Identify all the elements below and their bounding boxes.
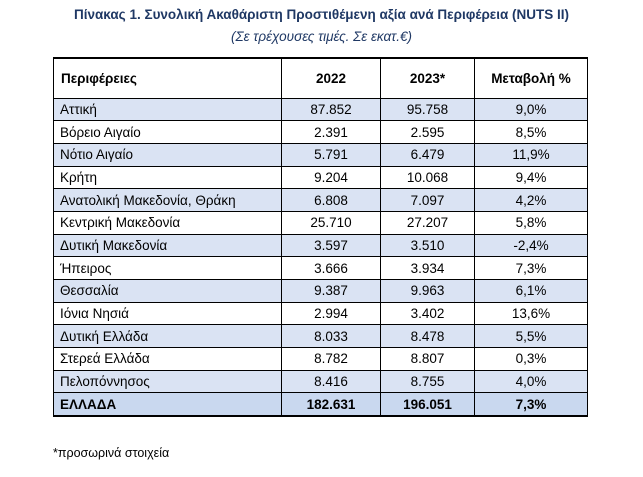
footnote: *προσωρινά στοιχεία [53,446,170,460]
total-row: ΕΛΛΑΔΑ 182.631 196.051 7,3% [53,392,588,417]
value-2022-cell: 9.387 [281,279,381,303]
change-cell: 13,6% [474,301,588,326]
region-cell: Ιόνια Νησιά [53,301,282,326]
table-row: Ιόνια Νησιά 2.994 3.402 13,6% [53,301,588,326]
table-row: Βόρειο Αιγαίο 2.391 2.595 8,5% [53,120,588,144]
value-2022-cell: 2.391 [281,120,381,144]
change-cell: 9,4% [474,165,588,190]
table-row: Ανατολική Μακεδονία, Θράκη 6.808 7.097 4,2% [53,188,588,212]
change-cell: 11,9% [474,142,588,167]
value-2023-cell: 9.963 [380,279,475,303]
region-cell: Δυτική Μακεδονία [53,233,282,258]
region-cell: Κρήτη [53,165,282,190]
change-cell: 5,8% [474,210,588,235]
header-2022: 2022 [281,57,381,99]
table-row: Πελοπόννησος 8.416 8.755 4,0% [53,369,588,394]
value-2022-cell: 8.033 [281,324,381,349]
gva-table: Περιφέρειες 2022 2023* Μεταβολή % Αττική… [53,57,588,417]
table-row: Νότιο Αιγαίο 5.791 6.479 11,9% [53,142,588,167]
value-2023-cell: 27.207 [380,210,475,235]
change-cell: 4,0% [474,369,588,394]
change-cell: -2,4% [474,233,588,258]
value-2022-cell: 3.597 [281,233,381,258]
table-row: Αττική 87.852 95.758 9,0% [53,97,588,122]
region-cell: Στερεά Ελλάδα [53,347,282,371]
header-row: Περιφέρειες 2022 2023* Μεταβολή % [53,57,588,99]
table-row: Κεντρική Μακεδονία 25.710 27.207 5,8% [53,210,588,235]
value-2023-cell: 6.479 [380,142,475,167]
region-cell: Αττική [53,97,282,122]
value-2022-cell: 3.666 [281,256,381,280]
table-row: Κρήτη 9.204 10.068 9,4% [53,165,588,190]
change-cell: 6,1% [474,279,588,303]
table-row: Θεσσαλία 9.387 9.963 6,1% [53,279,588,303]
table-row: Δυτική Ελλάδα 8.033 8.478 5,5% [53,324,588,349]
region-cell: Βόρειο Αιγαίο [53,120,282,144]
value-2022-cell: 8.782 [281,347,381,371]
region-cell: Ήπειρος [53,256,282,280]
change-cell: 8,5% [474,120,588,144]
value-2022-cell: 6.808 [281,188,381,212]
total-value-2023-cell: 196.051 [380,392,475,417]
value-2023-cell: 3.934 [380,256,475,280]
total-change-cell: 7,3% [474,392,588,417]
region-cell: Πελοπόννησος [53,369,282,394]
region-cell: Ανατολική Μακεδονία, Θράκη [53,188,282,212]
change-cell: 4,2% [474,188,588,212]
value-2022-cell: 87.852 [281,97,381,122]
value-2023-cell: 8.755 [380,369,475,394]
value-2022-cell: 9.204 [281,165,381,190]
value-2023-cell: 3.402 [380,301,475,326]
value-2023-cell: 2.595 [380,120,475,144]
value-2022-cell: 5.791 [281,142,381,167]
value-2023-cell: 7.097 [380,188,475,212]
value-2023-cell: 8.807 [380,347,475,371]
change-cell: 9,0% [474,97,588,122]
value-2022-cell: 8.416 [281,369,381,394]
total-value-2022-cell: 182.631 [281,392,381,417]
change-cell: 7,3% [474,256,588,280]
region-cell: Δυτική Ελλάδα [53,324,282,349]
value-2022-cell: 25.710 [281,210,381,235]
value-2023-cell: 8.478 [380,324,475,349]
table-title: Πίνακας 1. Συνολική Ακαθάριστη Προστιθέμ… [74,7,569,22]
region-cell: Κεντρική Μακεδονία [53,210,282,235]
change-cell: 5,5% [474,324,588,349]
value-2023-cell: 10.068 [380,165,475,190]
value-2023-cell: 3.510 [380,233,475,258]
table-row: Ήπειρος 3.666 3.934 7,3% [53,256,588,280]
header-2023: 2023* [380,57,475,99]
table-body: Αττική 87.852 95.758 9,0% Βόρειο Αιγαίο 2.391… [53,97,588,417]
table-row: Δυτική Μακεδονία 3.597 3.510 -2,4% [53,233,588,258]
table-subtitle: (Σε τρέχουσες τιμές. Σε εκατ.€) [231,29,412,44]
value-2022-cell: 2.994 [281,301,381,326]
region-cell: Θεσσαλία [53,279,282,303]
total-region-cell: ΕΛΛΑΔΑ [53,392,282,417]
table-row: Στερεά Ελλάδα 8.782 8.807 0,3% [53,347,588,371]
change-cell: 0,3% [474,347,588,371]
header-region: Περιφέρειες [53,57,282,99]
region-cell: Νότιο Αιγαίο [53,142,282,167]
value-2023-cell: 95.758 [380,97,475,122]
header-change: Μεταβολή % [474,57,588,99]
